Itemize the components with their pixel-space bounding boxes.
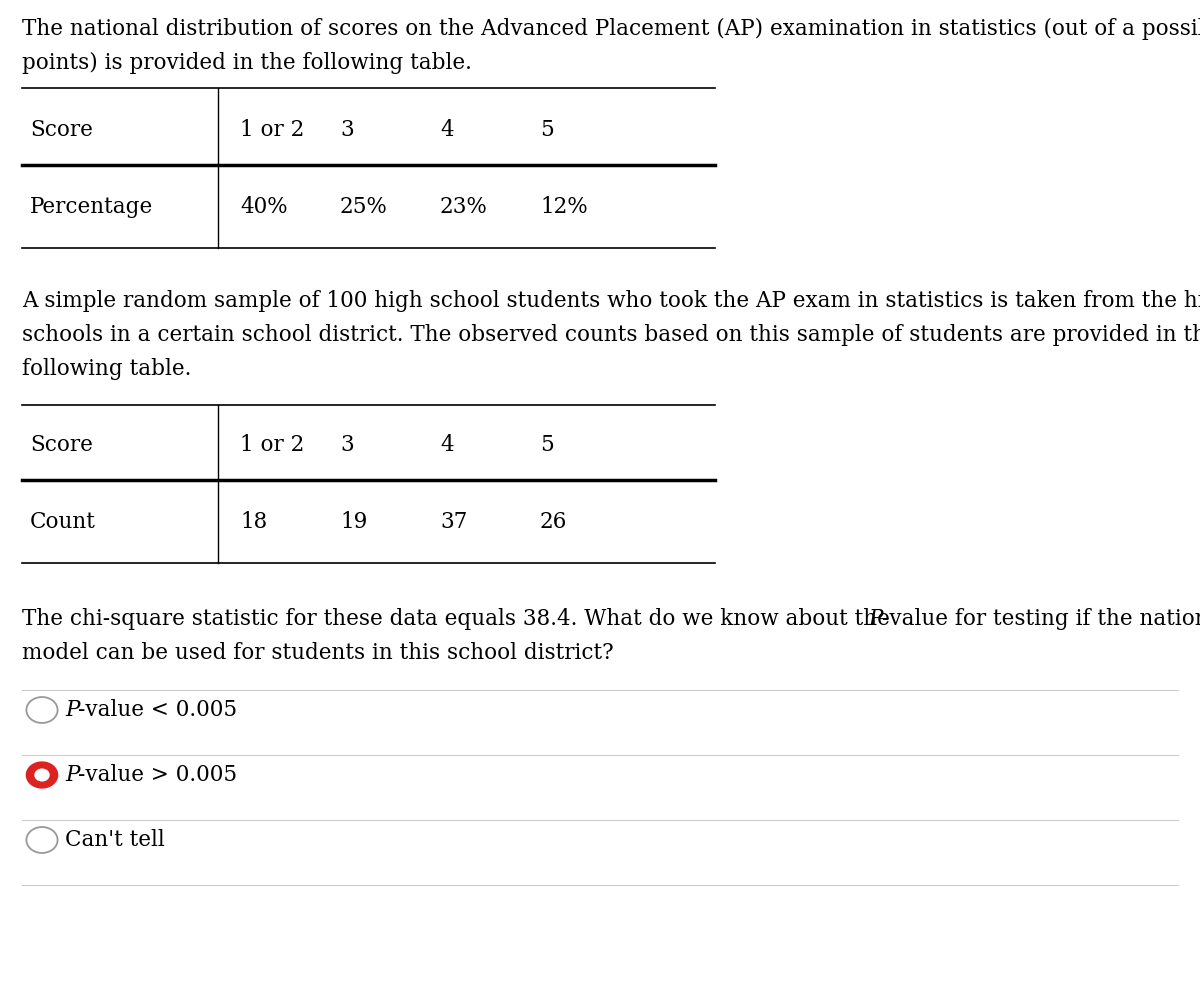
- Text: 19: 19: [340, 511, 367, 533]
- Text: 18: 18: [240, 511, 268, 533]
- Text: 3: 3: [340, 119, 354, 141]
- Text: 40%: 40%: [240, 196, 288, 218]
- Text: Count: Count: [30, 511, 96, 533]
- Text: -value > 0.005: -value > 0.005: [78, 764, 238, 786]
- Text: Score: Score: [30, 119, 92, 141]
- Text: 25%: 25%: [340, 196, 388, 218]
- Text: Can't tell: Can't tell: [65, 829, 164, 851]
- Text: P: P: [65, 764, 79, 786]
- Text: Score: Score: [30, 434, 92, 456]
- Text: 4: 4: [440, 119, 454, 141]
- Text: P: P: [868, 608, 882, 630]
- Text: Percentage: Percentage: [30, 196, 154, 218]
- Text: 4: 4: [440, 434, 454, 456]
- Text: 5: 5: [540, 434, 553, 456]
- Text: -value for testing if the national: -value for testing if the national: [882, 608, 1200, 630]
- Text: 12%: 12%: [540, 196, 588, 218]
- Text: 37: 37: [440, 511, 467, 533]
- Text: -value < 0.005: -value < 0.005: [78, 699, 238, 721]
- Circle shape: [26, 762, 58, 788]
- Text: points) is provided in the following table.: points) is provided in the following tab…: [22, 52, 472, 74]
- Text: The chi-square statistic for these data equals 38.4. What do we know about the: The chi-square statistic for these data …: [22, 608, 896, 630]
- Text: A simple random sample of 100 high school students who took the AP exam in stati: A simple random sample of 100 high schoo…: [22, 290, 1200, 312]
- Text: 5: 5: [540, 119, 553, 141]
- Text: 1 or 2: 1 or 2: [240, 119, 305, 141]
- Circle shape: [35, 769, 49, 781]
- Text: model can be used for students in this school district?: model can be used for students in this s…: [22, 642, 613, 664]
- Text: 23%: 23%: [440, 196, 488, 218]
- Text: P: P: [65, 699, 79, 721]
- Text: following table.: following table.: [22, 358, 191, 380]
- Text: The national distribution of scores on the Advanced Placement (AP) examination i: The national distribution of scores on t…: [22, 18, 1200, 40]
- Text: schools in a certain school district. The observed counts based on this sample o: schools in a certain school district. Th…: [22, 324, 1200, 346]
- Text: 3: 3: [340, 434, 354, 456]
- Text: 1 or 2: 1 or 2: [240, 434, 305, 456]
- Text: 26: 26: [540, 511, 568, 533]
